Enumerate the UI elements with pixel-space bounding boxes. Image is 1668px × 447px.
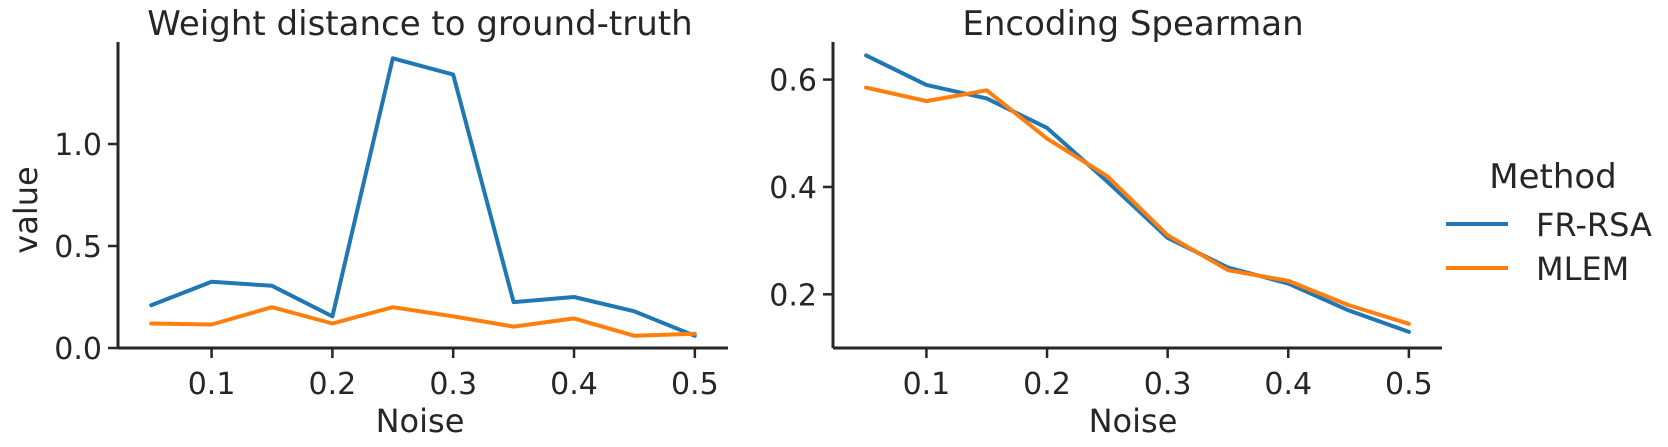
panel-encoding-spearman: Encoding Spearman Noise 0.1 0.2 0.3 0.4 0.5 0… [769, 4, 1442, 440]
series-line-fr-rsa [149, 56, 697, 338]
x-tick-label: 0.1 [188, 367, 236, 402]
legend-label-mlem: MLEM [1536, 250, 1629, 288]
x-axis-label: Noise [1089, 402, 1178, 440]
chart-title: Encoding Spearman [962, 4, 1303, 44]
x-tick-label: 0.1 [903, 367, 951, 402]
y-tick-label: 0.0 [54, 332, 102, 367]
x-axis-label: Noise [376, 402, 465, 440]
y-tick-label: 1.0 [54, 128, 102, 163]
legend-title: Method [1489, 157, 1617, 197]
y-tick-label: 0.5 [54, 230, 102, 265]
x-tick-label: 0.3 [1144, 367, 1192, 402]
x-tick-label: 0.5 [671, 367, 719, 402]
x-tick-label: 0.2 [309, 367, 357, 402]
series-line-mlem [864, 85, 1411, 326]
panel-weight-distance: Weight distance to ground-truth value No… [7, 4, 728, 440]
y-axis-label: value [7, 166, 45, 253]
x-tick-label: 0.2 [1023, 367, 1071, 402]
legend-label-fr-rsa: FR-RSA [1536, 206, 1652, 244]
y-tick-label: 0.6 [769, 64, 817, 99]
x-tick-label: 0.4 [1264, 367, 1312, 402]
series-line-mlem [149, 305, 697, 338]
legend: Method FR-RSA MLEM [1446, 157, 1652, 288]
series-line-fr-rsa [864, 53, 1411, 334]
x-tick-label: 0.3 [429, 367, 477, 402]
y-tick-label: 0.2 [769, 278, 817, 313]
y-tick-label: 0.4 [769, 171, 817, 206]
chart-title: Weight distance to ground-truth [147, 4, 692, 44]
x-tick-label: 0.4 [550, 367, 598, 402]
x-tick-label: 0.5 [1385, 367, 1433, 402]
